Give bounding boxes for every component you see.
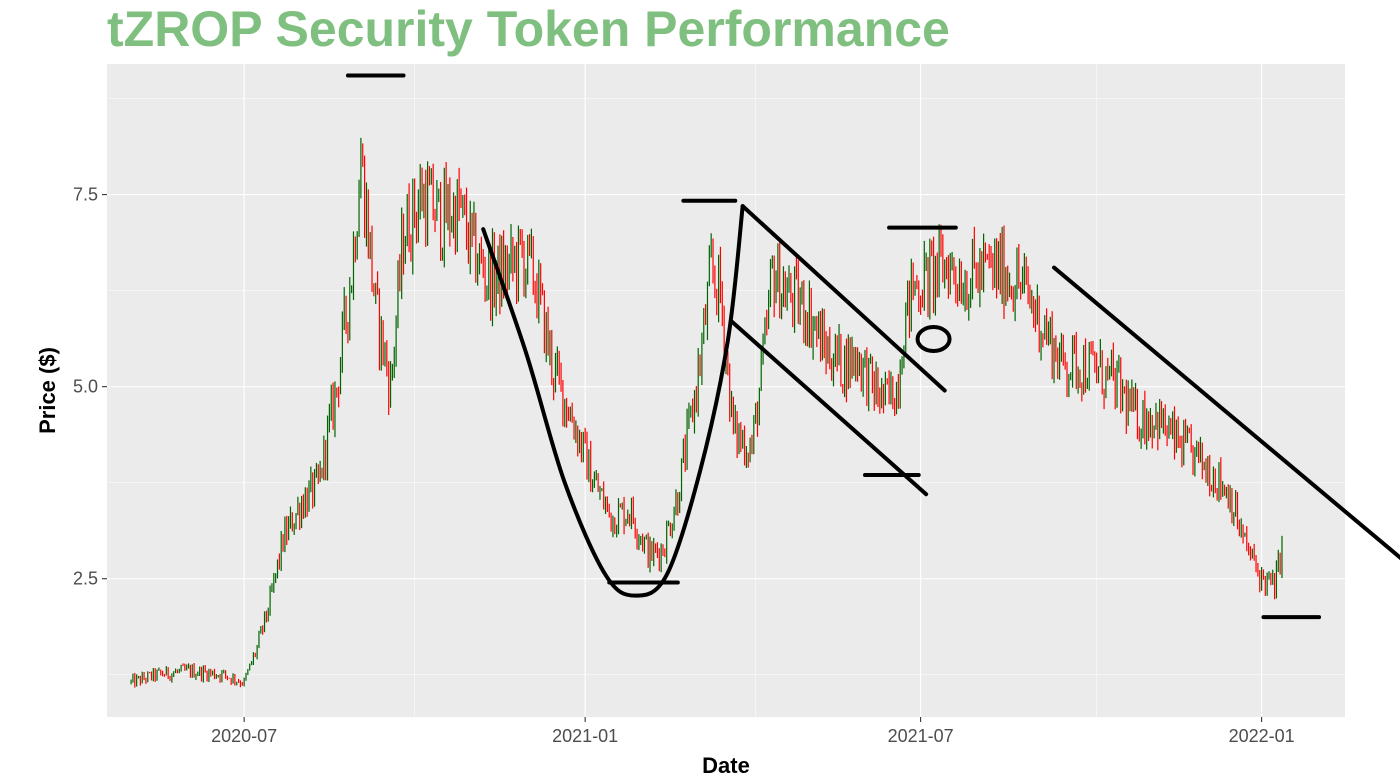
y-tick-label: 5.0 — [73, 377, 98, 397]
candles-group — [130, 137, 1283, 688]
minor-gridlines — [107, 64, 1345, 717]
x-axis-title: Date — [702, 753, 750, 778]
tick-labels: 2.5 5.0 7.5 2020-07 2021-01 2021-07 2022-01 — [73, 185, 1295, 746]
highlight-circle — [915, 325, 952, 354]
major-gridlines — [107, 64, 1345, 717]
y-axis-title: Price ($) — [35, 347, 60, 434]
y-tick-label: 2.5 — [73, 569, 98, 589]
plot-panel — [107, 64, 1345, 717]
chart-title: tZROP Security Token Performance — [107, 1, 950, 57]
y-tick-label: 7.5 — [73, 185, 98, 205]
trend-line — [740, 204, 947, 393]
trend-line — [729, 319, 929, 497]
x-tick-label: 2021-01 — [552, 726, 618, 746]
trend-line — [1052, 265, 1400, 561]
cup-curve — [481, 204, 745, 598]
x-tick-label: 2020-07 — [211, 726, 277, 746]
annotation-layer — [345, 73, 1400, 620]
x-tick-label: 2021-07 — [888, 726, 954, 746]
axis-ticks — [102, 194, 1263, 722]
x-tick-label: 2022-01 — [1229, 726, 1295, 746]
